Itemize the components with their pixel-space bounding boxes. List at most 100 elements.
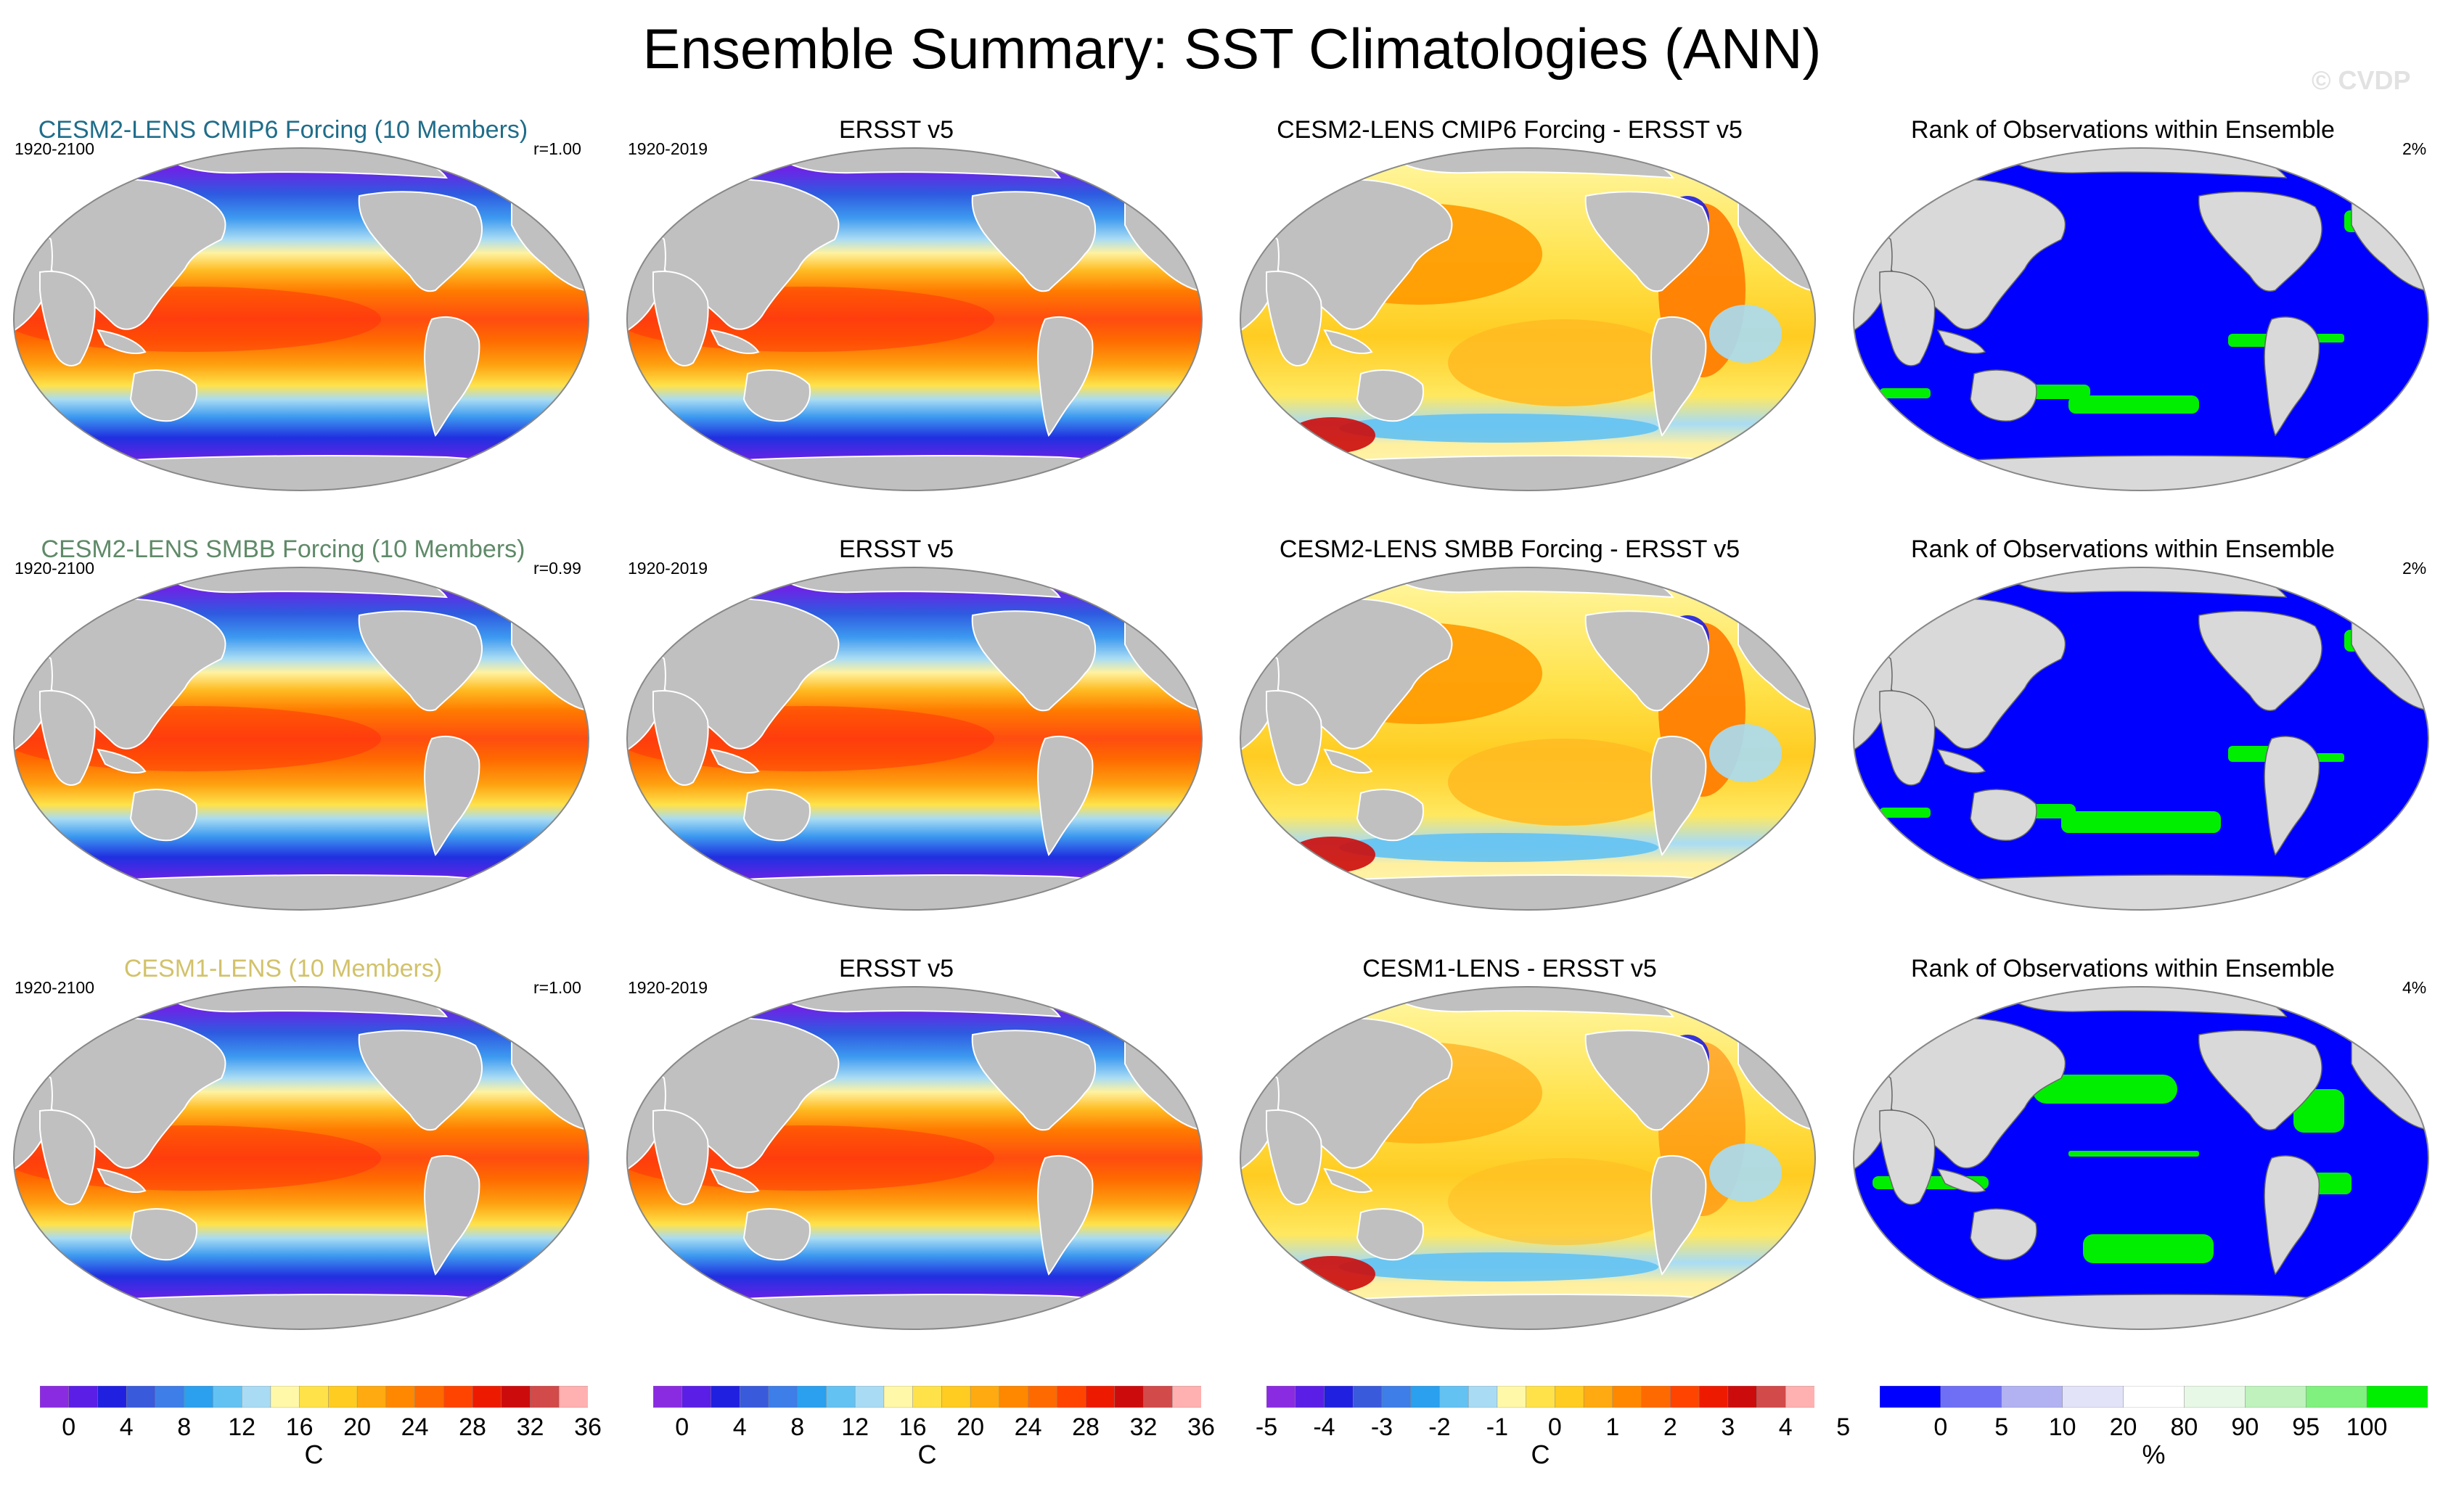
- rank-colorbar: [1880, 1386, 2428, 1408]
- ensemble-years: 1920-2100: [15, 978, 94, 997]
- colorbar-tick-label: 36: [1187, 1413, 1215, 1441]
- colorbar-swatch: [1295, 1386, 1325, 1408]
- obs-panel-title: ERSST v5: [838, 535, 954, 563]
- colorbar-swatch: [1381, 1386, 1412, 1408]
- ensemble-panel-title: CESM1-LENS (10 Members): [123, 955, 443, 982]
- colorbar-swatch: [2305, 1386, 2367, 1408]
- colorbar-swatch: [1940, 1386, 2002, 1408]
- colorbar-swatch: [2184, 1386, 2246, 1408]
- colorbar-tick-label: 28: [1072, 1413, 1100, 1441]
- sst-map: [626, 567, 1203, 911]
- colorbar-swatch: [1410, 1386, 1441, 1408]
- colorbar-tick-label: 3: [1721, 1413, 1735, 1441]
- colorbar-swatch: [2245, 1386, 2307, 1408]
- difference-panel-title: CESM1-LENS - ERSST v5: [1362, 955, 1657, 982]
- colorbar-unit: C: [917, 1440, 937, 1469]
- colorbar-swatch: [184, 1386, 214, 1408]
- colorbar-swatch: [1143, 1386, 1174, 1408]
- colorbar-swatch: [328, 1386, 358, 1408]
- colorbar-tick-label: 4: [1778, 1413, 1793, 1441]
- colorbar-swatch: [768, 1386, 798, 1408]
- colorbar-swatch: [1266, 1386, 1296, 1408]
- colorbar-swatch: [1468, 1386, 1498, 1408]
- colorbar-swatch: [1028, 1386, 1058, 1408]
- colorbar-tick-label: 32: [1129, 1413, 1158, 1441]
- colorbar-unit: C: [1531, 1440, 1550, 1469]
- colorbar-swatch: [443, 1386, 473, 1408]
- colorbar-swatch: [826, 1386, 856, 1408]
- sst-map: [13, 567, 589, 911]
- colorbar-tick-label: 20: [2109, 1413, 2137, 1441]
- colorbar-swatch: [1583, 1386, 1613, 1408]
- colorbar-tick-label: -5: [1255, 1413, 1278, 1441]
- colorbar-swatch: [356, 1386, 387, 1408]
- rank-percent: 2%: [2402, 139, 2427, 158]
- colorbar-tick-label: 32: [516, 1413, 544, 1441]
- colorbar-tick-label: 90: [2231, 1413, 2259, 1441]
- colorbar-swatch: [1439, 1386, 1469, 1408]
- colorbar-tick-label: 80: [2170, 1413, 2198, 1441]
- sst-map: [13, 986, 589, 1330]
- colorbar-tick-label: 100: [2346, 1413, 2388, 1441]
- colorbar-swatch: [1880, 1386, 1941, 1408]
- diff-map: [1240, 147, 1816, 491]
- colorbar-tick-label: 5: [1836, 1413, 1851, 1441]
- rank-percent: 4%: [2402, 978, 2427, 997]
- colorbar-swatch: [2123, 1386, 2185, 1408]
- colorbar-unit: C: [304, 1440, 324, 1469]
- colorbar-tick-label: -4: [1313, 1413, 1335, 1441]
- ensemble-years: 1920-2100: [15, 559, 94, 578]
- colorbar-swatch: [97, 1386, 127, 1408]
- colorbar-tick-label: 16: [899, 1413, 927, 1441]
- colorbar-swatch: [1555, 1386, 1584, 1408]
- colorbar-tick-label: 0: [675, 1413, 689, 1441]
- colorbar-swatch: [1172, 1386, 1201, 1408]
- colorbar-swatch: [854, 1386, 885, 1408]
- colorbar-tick-label: 36: [574, 1413, 602, 1441]
- sst-map: [626, 147, 1203, 491]
- ensemble-correlation: r=1.00: [533, 978, 581, 997]
- colorbar-swatch: [68, 1386, 99, 1408]
- obs-panel-title: ERSST v5: [838, 955, 954, 982]
- colorbar-swatch: [126, 1386, 156, 1408]
- colorbar-swatch: [501, 1386, 531, 1408]
- colorbar-swatch: [2062, 1386, 2124, 1408]
- colorbar-swatch: [213, 1386, 242, 1408]
- colorbar-swatch: [2366, 1386, 2428, 1408]
- colorbar-tick-label: -1: [1486, 1413, 1509, 1441]
- diff-map: [1240, 567, 1816, 911]
- colorbar-tick-label: 8: [177, 1413, 192, 1441]
- colorbar-swatch: [883, 1386, 914, 1408]
- colorbar-swatch: [653, 1386, 683, 1408]
- ensemble-panel-title: CESM2-LENS SMBB Forcing (10 Members): [41, 535, 525, 563]
- obs-panel-title: ERSST v5: [838, 116, 954, 144]
- sst-map: [626, 986, 1203, 1330]
- colorbar-swatch: [1785, 1386, 1814, 1408]
- sst-colorbar: [653, 1386, 1201, 1408]
- colorbar-swatch: [797, 1386, 827, 1408]
- colorbar-swatch: [999, 1386, 1029, 1408]
- colorbar-tick-label: 0: [1547, 1413, 1562, 1441]
- colorbar-tick-label: 95: [2292, 1413, 2320, 1441]
- colorbar-swatch: [559, 1386, 588, 1408]
- colorbar-swatch: [270, 1386, 300, 1408]
- colorbar-swatch: [472, 1386, 502, 1408]
- colorbar-tick-label: 28: [459, 1413, 486, 1441]
- obs-years: 1920-2019: [628, 559, 708, 578]
- colorbar-swatch: [941, 1386, 971, 1408]
- rank-map: [1853, 567, 2429, 911]
- colorbar-swatch: [1114, 1386, 1145, 1408]
- diff-colorbar: [1266, 1386, 1814, 1408]
- colorbar-swatch: [970, 1386, 1000, 1408]
- sst-colorbar: [40, 1386, 588, 1408]
- colorbar-tick-label: 24: [401, 1413, 429, 1441]
- colorbar-swatch: [530, 1386, 560, 1408]
- watermark: © CVDP: [2312, 65, 2411, 95]
- colorbar-swatch: [1670, 1386, 1700, 1408]
- colorbar-tick-label: 4: [119, 1413, 134, 1441]
- colorbar-swatch: [682, 1386, 712, 1408]
- ensemble-panel-title: CESM2-LENS CMIP6 Forcing (10 Members): [38, 116, 528, 144]
- colorbar-swatch: [1057, 1386, 1086, 1408]
- colorbar-tick-label: 0: [1933, 1413, 1948, 1441]
- rank-panel-title: Rank of Observations within Ensemble: [1911, 955, 2335, 982]
